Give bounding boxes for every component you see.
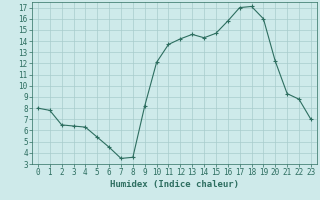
X-axis label: Humidex (Indice chaleur): Humidex (Indice chaleur) — [110, 180, 239, 189]
